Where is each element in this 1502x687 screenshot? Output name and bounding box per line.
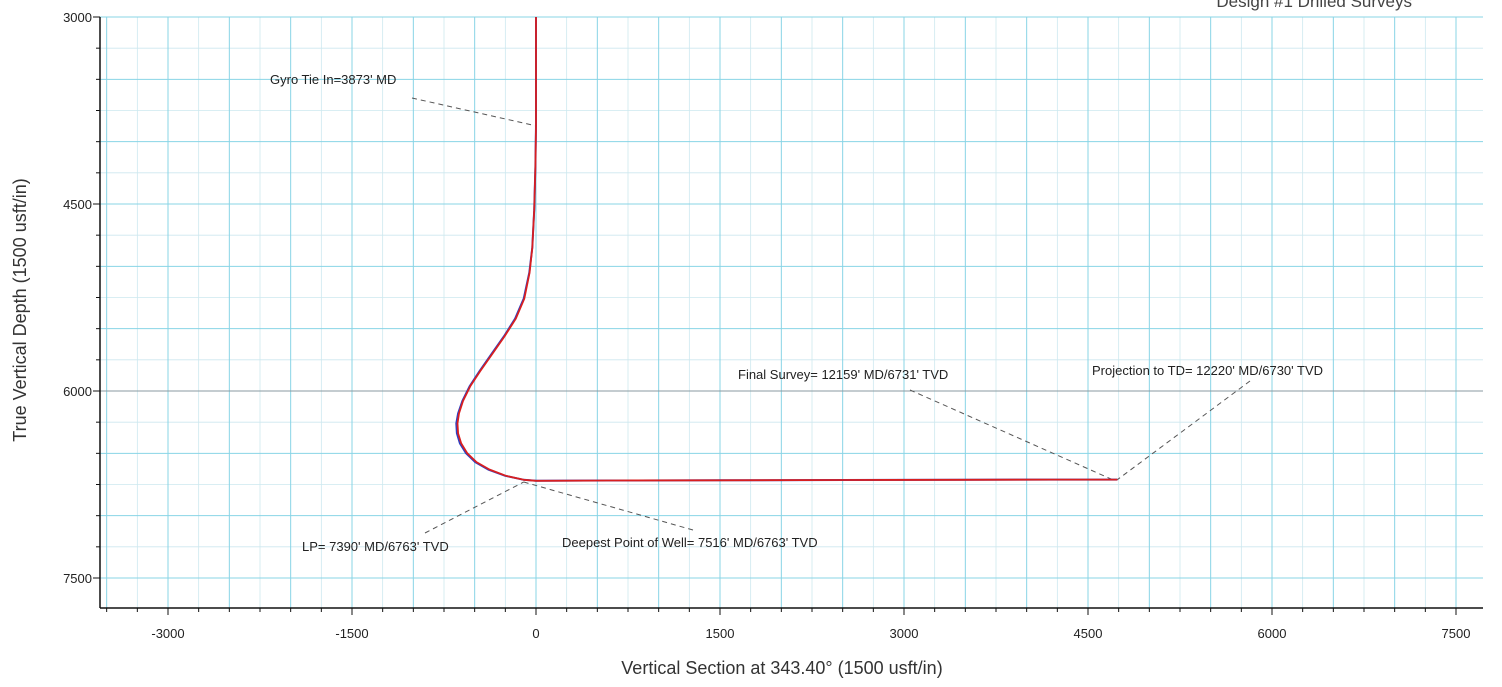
x-tick-label: 3000 bbox=[890, 626, 919, 641]
x-tick-label: 4500 bbox=[1074, 626, 1103, 641]
series-line-survey bbox=[456, 17, 1118, 482]
annotation-leader-line bbox=[909, 389, 1113, 481]
series-line-plan bbox=[455, 17, 1118, 482]
y-tick-label: 4500 bbox=[63, 197, 92, 212]
annotation-leader-line bbox=[1117, 380, 1251, 481]
x-tick-label: 0 bbox=[532, 626, 539, 641]
x-axis-ticks: -3000 -1500 0 1500 3000 4500 6000 7500 bbox=[151, 626, 1470, 641]
axes bbox=[93, 16, 1483, 615]
y-tick-label: 7500 bbox=[63, 571, 92, 586]
annotation-projection-to-td: Projection to TD= 12220' MD/6730' TVD bbox=[1092, 363, 1323, 378]
y-tick-label: 3000 bbox=[63, 10, 92, 25]
annotation-landing-point: LP= 7390' MD/6763' TVD bbox=[302, 539, 449, 554]
chart-title: Design #1 Drilled Surveys bbox=[1216, 0, 1412, 11]
y-axis-ticks: 3000 4500 6000 7500 bbox=[63, 10, 92, 586]
y-axis-title: True Vertical Depth (1500 usft/in) bbox=[10, 178, 30, 441]
annotation-leader-line bbox=[523, 481, 694, 531]
annotation-leaders bbox=[411, 97, 1251, 534]
x-tick-label: 7500 bbox=[1442, 626, 1471, 641]
series-lines bbox=[455, 17, 1118, 482]
x-tick-label: -3000 bbox=[151, 626, 184, 641]
annotation-gyro-tie-in: Gyro Tie In=3873' MD bbox=[270, 72, 396, 87]
y-tick-label: 6000 bbox=[63, 384, 92, 399]
x-tick-label: 1500 bbox=[706, 626, 735, 641]
minor-grid bbox=[100, 17, 1483, 608]
x-tick-label: 6000 bbox=[1258, 626, 1287, 641]
major-grid bbox=[100, 16, 1483, 608]
x-axis-title: Vertical Section at 343.40° (1500 usft/i… bbox=[621, 658, 942, 678]
annotation-leader-line bbox=[424, 481, 524, 534]
annotation-final-survey: Final Survey= 12159' MD/6731' TVD bbox=[738, 367, 948, 382]
annotation-deepest-point: Deepest Point of Well= 7516' MD/6763' TV… bbox=[562, 535, 818, 550]
annotations: Gyro Tie In=3873' MD Final Survey= 12159… bbox=[270, 72, 1323, 554]
annotation-leader-line bbox=[411, 97, 537, 127]
x-tick-label: -1500 bbox=[335, 626, 368, 641]
